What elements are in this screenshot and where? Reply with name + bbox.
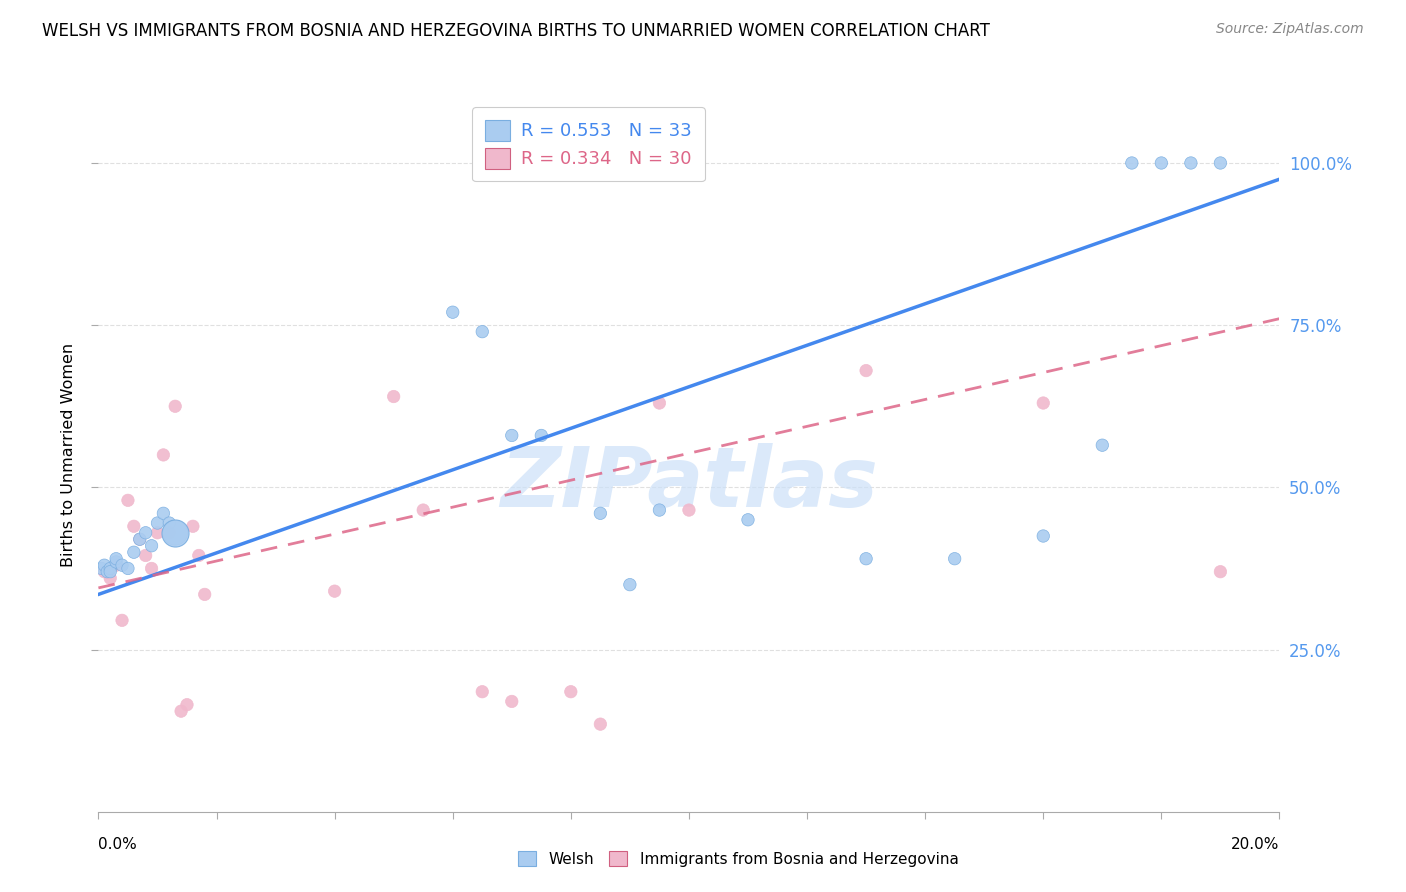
Point <box>530 428 553 442</box>
Point <box>128 533 150 547</box>
Y-axis label: Births to Unmarried Women: Births to Unmarried Women <box>60 343 76 567</box>
Point <box>855 363 877 377</box>
Point <box>141 539 163 553</box>
Text: Source: ZipAtlas.com: Source: ZipAtlas.com <box>1216 22 1364 37</box>
Point <box>165 525 187 540</box>
Point <box>560 684 582 698</box>
Point <box>93 565 115 579</box>
Point <box>1032 396 1054 410</box>
Legend: Welsh, Immigrants from Bosnia and Herzegovina: Welsh, Immigrants from Bosnia and Herzeg… <box>517 851 959 866</box>
Point <box>105 551 128 566</box>
Point <box>98 565 121 579</box>
Point <box>187 549 209 563</box>
Point <box>501 428 523 442</box>
Point <box>105 558 128 573</box>
Point <box>152 506 174 520</box>
Point <box>1032 529 1054 543</box>
Point <box>98 571 121 585</box>
Point <box>122 519 145 533</box>
Point <box>1180 156 1202 170</box>
Point <box>855 551 877 566</box>
Point <box>501 694 523 708</box>
Point <box>96 565 118 579</box>
Point <box>165 399 187 413</box>
Point <box>589 506 612 520</box>
Point <box>157 516 180 530</box>
Point <box>111 613 134 627</box>
Point <box>93 558 115 573</box>
Point <box>146 525 169 540</box>
Point <box>117 493 139 508</box>
Point <box>90 561 112 575</box>
Text: 20.0%: 20.0% <box>1232 837 1279 852</box>
Point <box>471 325 494 339</box>
Point <box>1121 156 1143 170</box>
Point <box>441 305 464 319</box>
Point <box>589 717 612 731</box>
Point <box>471 684 494 698</box>
Legend: R = 0.553   N = 33, R = 0.334   N = 30: R = 0.553 N = 33, R = 0.334 N = 30 <box>472 107 704 181</box>
Point <box>111 558 134 573</box>
Point <box>1209 565 1232 579</box>
Point <box>117 561 139 575</box>
Point <box>135 549 157 563</box>
Point <box>943 551 966 566</box>
Point <box>122 545 145 559</box>
Point <box>176 698 198 712</box>
Point <box>648 503 671 517</box>
Point <box>105 555 128 569</box>
Point <box>141 561 163 575</box>
Point <box>619 577 641 591</box>
Point <box>157 525 180 540</box>
Point <box>648 396 671 410</box>
Text: ZIPatlas: ZIPatlas <box>501 443 877 524</box>
Text: WELSH VS IMMIGRANTS FROM BOSNIA AND HERZEGOVINA BIRTHS TO UNMARRIED WOMEN CORREL: WELSH VS IMMIGRANTS FROM BOSNIA AND HERZ… <box>42 22 990 40</box>
Point <box>98 561 121 575</box>
Point <box>128 533 150 547</box>
Point <box>382 390 405 404</box>
Point <box>737 513 759 527</box>
Point <box>1150 156 1173 170</box>
Point <box>678 503 700 517</box>
Point <box>152 448 174 462</box>
Point <box>135 525 157 540</box>
Point <box>146 516 169 530</box>
Point <box>1091 438 1114 452</box>
Text: 0.0%: 0.0% <box>98 837 138 852</box>
Point <box>412 503 434 517</box>
Point <box>194 587 217 601</box>
Point <box>181 519 204 533</box>
Point <box>323 584 346 599</box>
Point <box>165 525 187 540</box>
Point <box>170 704 193 718</box>
Point <box>1209 156 1232 170</box>
